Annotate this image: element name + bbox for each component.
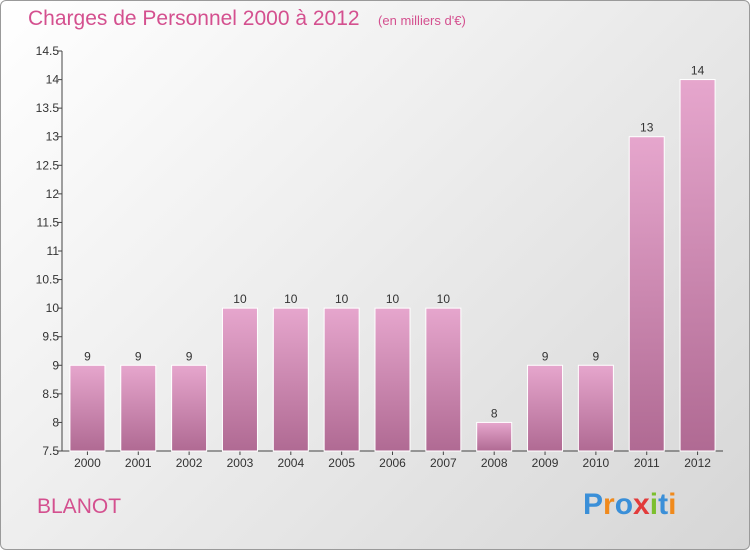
title-row: Charges de Personnel 2000 à 2012 (en mil… <box>28 7 466 31</box>
y-tick-label: 12 <box>46 187 60 201</box>
y-tick-label: 11.5 <box>37 215 60 229</box>
x-tick-label-2000: 2000 <box>74 456 101 470</box>
logo-letter: o <box>614 488 634 521</box>
y-tick-label: 11 <box>47 244 60 258</box>
x-tick-label-2006: 2006 <box>379 456 406 470</box>
bar-2012 <box>679 79 716 452</box>
value-label-2005: 10 <box>335 292 349 306</box>
x-tick-label-2008: 2008 <box>481 456 508 470</box>
x-tick-label-2007: 2007 <box>430 456 457 470</box>
value-label-2007: 10 <box>437 292 451 306</box>
logo-letter: i <box>668 488 677 521</box>
bar-2007 <box>425 307 462 452</box>
value-label-2003: 10 <box>233 292 247 306</box>
x-tick-label-2005: 2005 <box>328 456 355 470</box>
value-label-2009: 9 <box>542 349 549 363</box>
value-label-2008: 8 <box>491 406 498 420</box>
bar-2010 <box>577 364 614 452</box>
x-tick-label-2012: 2012 <box>684 456 711 470</box>
y-tick-label: 8 <box>52 415 59 429</box>
y-tick-label: 7.5 <box>42 444 59 458</box>
bar-2011 <box>628 136 665 452</box>
y-tick-label: 14.5 <box>36 44 60 58</box>
y-tick-label: 9.5 <box>42 330 59 344</box>
value-label-2012: 14 <box>691 64 705 78</box>
x-tick-label-2011: 2011 <box>634 456 660 470</box>
y-tick-label: 9 <box>52 358 59 372</box>
x-tick-label-2004: 2004 <box>277 456 304 470</box>
logo-letter: x <box>633 488 650 521</box>
chart-subtitle: (en milliers d'€) <box>378 13 466 28</box>
bar-2000 <box>69 364 106 452</box>
proxiti-logo[interactable]: Proxiti <box>583 488 676 522</box>
y-tick-label: 8.5 <box>42 387 59 401</box>
x-tick-label-2002: 2002 <box>176 456 203 470</box>
logo-letter: P <box>583 488 604 521</box>
y-tick-label: 12.5 <box>36 158 60 172</box>
bar-2002 <box>171 364 208 452</box>
bar-2009 <box>527 364 564 452</box>
bars <box>69 79 716 452</box>
value-label-2004: 10 <box>284 292 298 306</box>
bar-2005 <box>323 307 360 452</box>
y-tick-label: 10 <box>46 301 60 315</box>
y-tick-label: 14 <box>46 73 60 87</box>
chart-title: Charges de Personnel 2000 à 2012 <box>28 7 360 30</box>
logo-letter: t <box>658 488 669 521</box>
value-label-2006: 10 <box>386 292 400 306</box>
x-tick-label-2009: 2009 <box>532 456 559 470</box>
value-label-2000: 9 <box>84 349 91 363</box>
value-label-2001: 9 <box>135 349 142 363</box>
x-tick-label-2010: 2010 <box>583 456 610 470</box>
x-tick-label-2001: 2001 <box>125 456 152 470</box>
commune-name: BLANOT <box>37 495 122 518</box>
value-label-2011: 13 <box>640 121 654 135</box>
value-label-2010: 9 <box>593 349 600 363</box>
bar-2008 <box>476 421 513 452</box>
y-tick-label: 13.5 <box>36 101 60 115</box>
logo-letter: i <box>649 488 659 521</box>
bar-2001 <box>120 364 157 452</box>
y-tick-label: 13 <box>46 130 60 144</box>
bar-2006 <box>374 307 411 452</box>
x-tick-label-2003: 2003 <box>227 456 254 470</box>
bar-2003 <box>221 307 258 452</box>
value-label-2002: 9 <box>186 349 193 363</box>
labels: 7.5 8 8.5 9 9.5 10 10.5 11 11.5 12 12.5 13 13.5 14 14.… <box>36 44 712 470</box>
y-tick-label: 10.5 <box>36 273 60 287</box>
bar-2004 <box>272 307 309 452</box>
logo-letter: r <box>603 488 615 521</box>
